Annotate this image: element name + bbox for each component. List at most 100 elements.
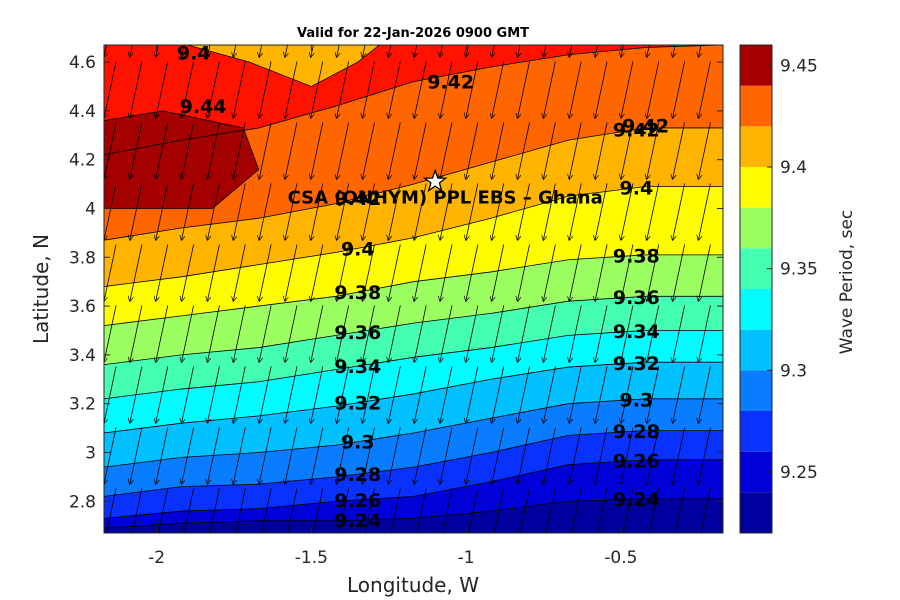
- wave-arrow: [492, 45, 504, 57]
- colorbar: 9.25 9.3 9.35 9.4 9.45: [739, 44, 818, 534]
- y-tick-label: 3.2: [69, 395, 96, 415]
- wave-arrow: [207, 305, 220, 362]
- wave-arrow: [259, 366, 272, 423]
- wave-arrow: [362, 122, 375, 179]
- wave-arrow: [207, 183, 220, 240]
- wave-arrow: [673, 122, 686, 179]
- y-tick-label: 4.6: [69, 53, 96, 73]
- wave-arrow: [467, 488, 479, 533]
- wave-arrow: [233, 61, 246, 118]
- wave-arrow: [647, 61, 660, 118]
- wave-arrow: [674, 488, 686, 533]
- wave-arrow: [569, 305, 582, 362]
- wave-arrow: [311, 427, 324, 484]
- colorbar-segment: [740, 167, 772, 208]
- wave-arrow: [440, 427, 453, 484]
- wave-arrow: [156, 45, 168, 57]
- wave-arrow: [543, 183, 556, 240]
- wave-arrow: [311, 366, 324, 423]
- wave-arrow: [130, 45, 142, 57]
- wave-arrow: [698, 244, 711, 301]
- wave-arrow: [285, 183, 298, 240]
- contour-line: [104, 45, 723, 156]
- y-tick-label: 4.4: [69, 102, 96, 122]
- wave-arrow: [724, 427, 736, 484]
- wave-arrow: [388, 427, 401, 484]
- wave-arrow: [698, 45, 710, 57]
- wave-arrow: [597, 488, 608, 533]
- wave-arrow: [724, 244, 736, 301]
- wave-arrow: [362, 183, 375, 240]
- wave-arrow: [571, 488, 582, 533]
- wave-arrow: [207, 244, 220, 301]
- wave-arrow: [543, 366, 556, 423]
- wave-arrow: [388, 45, 400, 57]
- wave-arrow: [517, 61, 530, 118]
- wave-arrow: [362, 427, 375, 484]
- wave-arrow: [543, 122, 556, 179]
- wave-arrow: [724, 366, 736, 423]
- wave-arrow: [724, 488, 736, 545]
- wave-arrow: [104, 183, 117, 240]
- wave-arrow: [337, 427, 350, 484]
- wave-arrow: [104, 61, 117, 118]
- colorbar-segment: [740, 45, 772, 86]
- colorbar-segment: [740, 85, 772, 127]
- wave-arrow: [414, 45, 426, 57]
- site-marker: CSA (ONHYM) PPL EBS – Ghana: [288, 168, 603, 209]
- wave-arrow: [311, 244, 324, 301]
- contour-line: [104, 459, 723, 519]
- colorbar-label: Wave Period, sec: [837, 210, 857, 355]
- contour-label: 9.28: [613, 421, 660, 443]
- wave-arrow: [182, 366, 194, 423]
- wave-arrow: [647, 305, 660, 362]
- contour-label: 9.28: [334, 464, 381, 486]
- wave-arrow: [543, 45, 555, 57]
- wave-arrow: [259, 183, 272, 240]
- wave-arrow: [414, 244, 427, 301]
- contour-label: 9.42: [613, 119, 660, 141]
- wave-arrow: [466, 61, 479, 118]
- wave-arrow: [543, 427, 556, 484]
- wave-arrow: [285, 45, 297, 57]
- contour-label: 9.4: [341, 238, 375, 260]
- wave-arrow: [493, 488, 505, 533]
- wave-arrow: [569, 366, 582, 423]
- wave-arrow: [492, 61, 505, 118]
- wave-arrow: [700, 488, 711, 533]
- wave-arrow: [621, 45, 633, 57]
- wave-arrow: [442, 488, 453, 533]
- contour-label: 9.34: [334, 356, 381, 378]
- contour-label: 9.24: [613, 489, 660, 511]
- wave-arrow: [673, 244, 686, 301]
- wave-arrow: [364, 488, 375, 533]
- wave-arrow: [209, 488, 220, 533]
- wave-arrow: [362, 61, 375, 118]
- chart-title: Valid for 22-Jan-2026 0900 GMT: [297, 26, 529, 41]
- wave-arrow: [647, 244, 660, 301]
- colorbar-segment: [740, 370, 772, 411]
- wave-arrow: [517, 122, 530, 179]
- wave-arrow: [390, 488, 401, 533]
- wave-arrow: [156, 183, 169, 240]
- x-tick-label: -2: [148, 548, 165, 568]
- wave-arrow: [156, 122, 169, 179]
- colorbar-segment: [740, 451, 772, 493]
- y-axis-label: Latitude, N: [29, 234, 53, 344]
- site-label: CSA (ONHYM) PPL EBS – Ghana: [288, 188, 603, 209]
- wave-arrow: [648, 488, 660, 533]
- colorbar-segment: [740, 126, 772, 167]
- wave-arrow: [259, 122, 272, 179]
- wave-arrow: [388, 122, 401, 179]
- wave-arrow: [698, 183, 711, 240]
- wave-arrow: [414, 183, 427, 240]
- wave-arrow: [182, 183, 194, 240]
- x-tick-label: -1: [458, 548, 475, 568]
- wave-arrow: [235, 488, 246, 533]
- wave-arrow: [261, 488, 272, 533]
- wave-arrow: [517, 366, 530, 423]
- wave-arrow: [337, 122, 350, 179]
- contour-line: [104, 127, 723, 241]
- y-tick-label: 4.2: [69, 151, 96, 171]
